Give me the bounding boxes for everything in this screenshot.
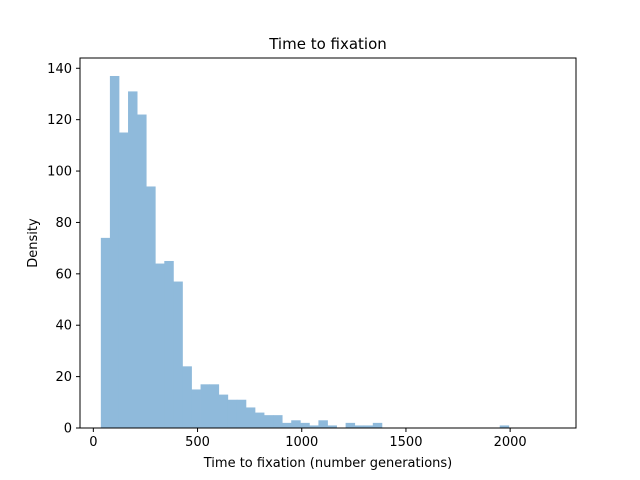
histogram-bar xyxy=(273,415,283,428)
histogram-bar xyxy=(245,407,256,428)
histogram-bar xyxy=(282,422,292,428)
chart-title: Time to fixation xyxy=(268,35,387,53)
y-tick-label: 40 xyxy=(55,319,72,334)
y-axis-ticks: 0 20 40 60 80 100 120 140 xyxy=(47,62,80,437)
x-tick-label: 0 xyxy=(89,435,97,450)
histogram-bar xyxy=(218,394,229,428)
y-axis-title: Density xyxy=(26,218,41,268)
x-tick-label: 2000 xyxy=(494,435,527,450)
y-tick-label: 100 xyxy=(47,165,72,180)
histogram-bar xyxy=(372,422,383,428)
histogram-bar xyxy=(300,422,310,428)
histogram-bar xyxy=(254,412,265,428)
y-tick-label: 60 xyxy=(55,267,72,282)
histogram-bars xyxy=(100,75,510,429)
histogram-bar xyxy=(109,75,120,428)
histogram-bar xyxy=(354,425,365,428)
histogram-bar xyxy=(264,415,274,428)
histogram-bar xyxy=(164,260,174,428)
histogram-bar xyxy=(118,132,129,428)
histogram-bar xyxy=(182,366,192,428)
plot-frame xyxy=(79,57,577,429)
histogram-bar xyxy=(209,384,220,428)
histogram-bar xyxy=(137,114,147,429)
y-tick-label: 20 xyxy=(55,370,72,385)
histogram-bar xyxy=(499,425,510,428)
histogram-bar xyxy=(345,422,356,428)
y-tick-label: 0 xyxy=(64,422,72,437)
histogram-bar xyxy=(146,186,156,428)
histogram-bar xyxy=(128,91,138,429)
y-tick-label: 80 xyxy=(55,216,72,231)
y-tick-label: 120 xyxy=(47,113,72,128)
histogram-bar xyxy=(327,425,337,428)
histogram-bar xyxy=(200,384,211,428)
histogram-bar xyxy=(236,399,247,428)
histogram-bar xyxy=(291,420,301,428)
x-tick-label: 500 xyxy=(185,435,210,450)
y-tick-label: 140 xyxy=(47,62,72,77)
x-axis-title: Time to fixation (number generations) xyxy=(203,456,453,471)
histogram-bar xyxy=(191,389,201,428)
x-tick-label: 1500 xyxy=(389,435,422,450)
histogram-bar xyxy=(309,425,319,428)
histogram-bar xyxy=(318,420,328,428)
x-axis-ticks: 0 500 1000 1500 2000 xyxy=(89,428,527,450)
histogram-bar xyxy=(155,263,165,428)
histogram-bar xyxy=(100,237,111,428)
histogram-bar xyxy=(173,281,183,428)
x-tick-label: 1000 xyxy=(285,435,318,450)
histogram-bar xyxy=(363,425,374,428)
histogram-bar xyxy=(227,399,238,428)
